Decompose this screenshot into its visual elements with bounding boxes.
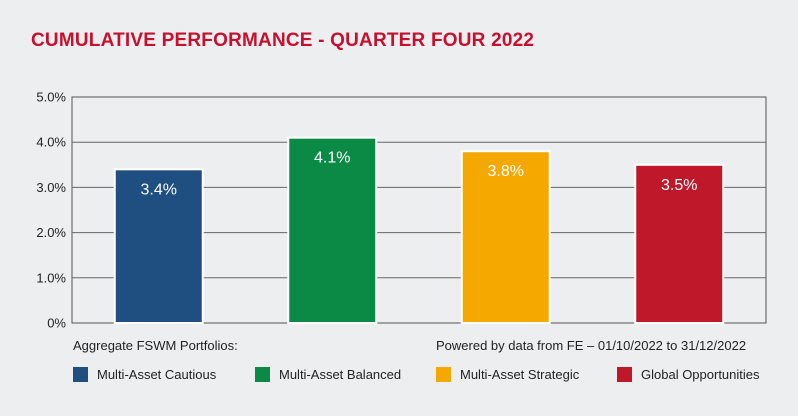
portfolio-note: Aggregate FSWM Portfolios: [73, 338, 238, 353]
legend-item-multi-asset-balanced: Multi-Asset Balanced [255, 367, 401, 382]
data-label: 3.4% [141, 181, 177, 198]
y-tick-label: 0% [47, 316, 66, 331]
legend-label: Multi-Asset Balanced [279, 367, 402, 382]
legend-swatch [436, 367, 451, 382]
legend-item-multi-asset-cautious: Multi-Asset Cautious [73, 367, 216, 382]
y-tick-label: 2.0% [36, 225, 66, 240]
legend-label: Multi-Asset Cautious [97, 367, 217, 382]
source-note: Powered by data from FE – 01/10/2022 to … [436, 338, 747, 353]
chart-legend: Multi-Asset Cautious Multi-Asset Balance… [0, 367, 798, 387]
bar [634, 163, 725, 324]
legend-swatch [617, 367, 632, 382]
data-label: 3.8% [488, 163, 524, 180]
bar [113, 168, 204, 324]
legend-label: Global Opportunities [641, 367, 760, 382]
y-tick-label: 5.0% [36, 90, 66, 105]
bar [460, 150, 551, 324]
chart-title: CUMULATIVE PERFORMANCE - QUARTER FOUR 20… [31, 30, 535, 51]
legend-swatch [255, 367, 270, 382]
plot-frame [71, 96, 767, 324]
y-tick-label: 4.0% [36, 135, 66, 150]
bar [287, 136, 378, 324]
data-label: 3.5% [661, 177, 697, 194]
legend-swatch [73, 367, 88, 382]
legend-item-global-opportunities: Global Opportunities [617, 367, 760, 382]
legend-item-multi-asset-strategic: Multi-Asset Strategic [436, 367, 579, 382]
data-label: 4.1% [314, 150, 350, 167]
legend-label: Multi-Asset Strategic [460, 367, 580, 382]
y-tick-label: 3.0% [36, 180, 66, 195]
y-tick-label: 1.0% [36, 270, 66, 285]
